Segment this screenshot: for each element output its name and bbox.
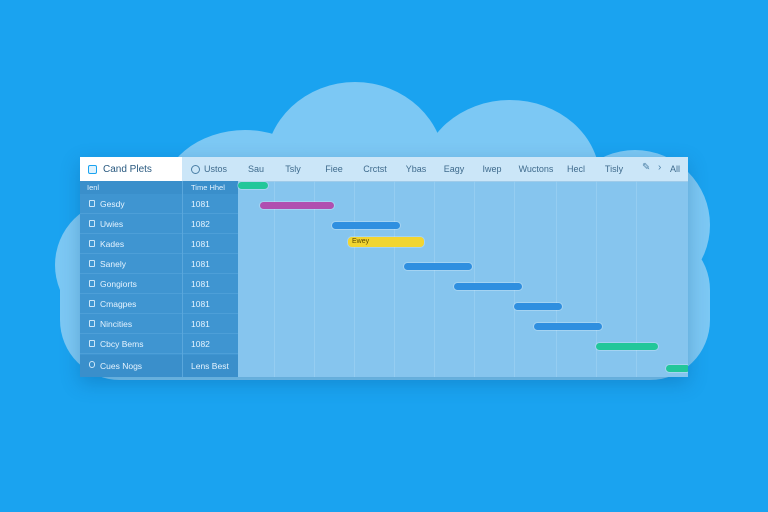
task-number: 1081 — [191, 239, 210, 249]
grid-line — [514, 181, 515, 377]
task-name: Cmagpes — [100, 299, 137, 309]
grid-line — [474, 181, 475, 377]
column-label: Fiee — [325, 164, 343, 174]
timeline-column-header[interactable]: Fiee — [316, 157, 352, 181]
task-bar[interactable] — [332, 222, 400, 229]
task-number: 1081 — [191, 299, 210, 309]
task-bar[interactable] — [404, 263, 472, 270]
timeline-column-header[interactable]: Sau — [238, 157, 274, 181]
grid-line — [636, 181, 637, 377]
timeline-column-header[interactable]: Hecl — [558, 157, 594, 181]
grid-line — [394, 181, 395, 377]
task-bar-label: Ewey — [352, 238, 370, 245]
task-row[interactable]: Gongiorts 1081 — [80, 274, 238, 294]
lock-icon — [89, 361, 95, 368]
timeline-column-header[interactable]: Eagy — [436, 157, 472, 181]
document-icon — [89, 320, 95, 327]
timeline-column-header[interactable]: Wuctons — [512, 157, 560, 181]
footer-value: Lens Best — [191, 361, 229, 371]
task-bar[interactable] — [454, 283, 522, 290]
task-name: Kades — [100, 239, 125, 249]
document-icon — [89, 240, 95, 247]
status-label: Ustos — [203, 164, 227, 174]
task-row[interactable]: Cbcy Bems 1082 — [80, 334, 238, 354]
timeline-column-header[interactable]: Ybas — [398, 157, 434, 181]
timeline-header: Cand Plets Ustos Sau Tsly Fiee Crctst Yb… — [80, 157, 688, 182]
task-number: 1081 — [191, 259, 210, 269]
task-bar[interactable]: Ewey — [348, 237, 424, 247]
column-label: Tisly — [604, 164, 624, 174]
task-number: 1081 — [191, 319, 210, 329]
cube-icon — [88, 164, 97, 174]
task-bar[interactable] — [260, 202, 334, 209]
grid-line — [314, 181, 315, 377]
footer-name: Cues Nogs — [100, 361, 143, 371]
document-icon — [89, 280, 95, 287]
grid-line — [354, 181, 355, 377]
chevron-right-icon[interactable]: › — [658, 162, 662, 173]
app-title-label: Cand Plets — [103, 163, 152, 175]
column-label: Hecl — [566, 164, 585, 174]
timeline-column-header[interactable]: Crctst — [356, 157, 394, 181]
column-label: Sau — [247, 164, 264, 174]
task-row[interactable]: Cmagpes 1081 — [80, 294, 238, 314]
task-bar[interactable] — [666, 365, 688, 372]
timeline-column-header[interactable]: Iwep — [474, 157, 510, 181]
gantt-window: Cand Plets Ustos Sau Tsly Fiee Crctst Yb… — [80, 157, 688, 377]
grid-line — [596, 181, 597, 377]
column-label: Ybas — [405, 164, 427, 174]
task-name: Gesdy — [100, 199, 125, 209]
pencil-icon[interactable]: ✎ — [642, 162, 651, 173]
status-circle-icon — [190, 164, 200, 174]
timeline-column-header[interactable]: Tsly — [276, 157, 310, 181]
task-name: Uwies — [100, 219, 124, 229]
task-number: 1081 — [191, 199, 210, 209]
timeline-column-header[interactable]: Tisly — [596, 157, 632, 181]
document-icon — [89, 200, 95, 207]
document-icon — [89, 340, 95, 347]
task-bar[interactable] — [596, 343, 658, 350]
document-icon — [89, 220, 95, 227]
column-label: Crctst — [363, 164, 387, 174]
document-icon — [89, 300, 95, 307]
task-number: 1082 — [191, 339, 210, 349]
column-label: Iwep — [482, 164, 502, 174]
task-name: Cbcy Bems — [100, 339, 144, 349]
grid-line — [434, 181, 435, 377]
grid-line — [274, 181, 275, 377]
grid-line — [556, 181, 557, 377]
task-bar[interactable] — [514, 303, 562, 310]
task-number: 1082 — [191, 219, 210, 229]
task-row[interactable]: Gesdy 1081 — [80, 194, 238, 214]
subheader-time-label: Time Hhel — [191, 183, 225, 192]
timeline-grid: Ewey — [238, 181, 688, 377]
task-name: Gongiorts — [100, 279, 137, 289]
subheader-label: Ienl — [87, 183, 100, 192]
all-filter[interactable]: All — [670, 164, 681, 174]
column-label: Eagy — [443, 164, 465, 174]
column-label: Wuctons — [518, 164, 554, 174]
task-bar[interactable] — [238, 182, 268, 189]
task-name: Nincities — [100, 319, 133, 329]
task-row[interactable]: Nincities 1081 — [80, 314, 238, 334]
task-name: Sanely — [100, 259, 126, 269]
document-icon — [89, 260, 95, 267]
column-divider — [182, 181, 183, 377]
task-row[interactable]: Uwies 1082 — [80, 214, 238, 234]
task-row[interactable]: Sanely 1081 — [80, 254, 238, 274]
task-list-footer[interactable]: Cues Nogs Lens Best — [80, 355, 238, 377]
column-label: Tsly — [285, 164, 301, 174]
task-list-subheader: Ienl Time Hhel — [80, 181, 238, 194]
app-title[interactable]: Cand Plets — [80, 157, 182, 181]
task-row[interactable]: Kades 1081 — [80, 234, 238, 254]
task-number: 1081 — [191, 279, 210, 289]
status-column-header[interactable]: Ustos — [188, 157, 230, 181]
task-bar[interactable] — [534, 323, 602, 330]
